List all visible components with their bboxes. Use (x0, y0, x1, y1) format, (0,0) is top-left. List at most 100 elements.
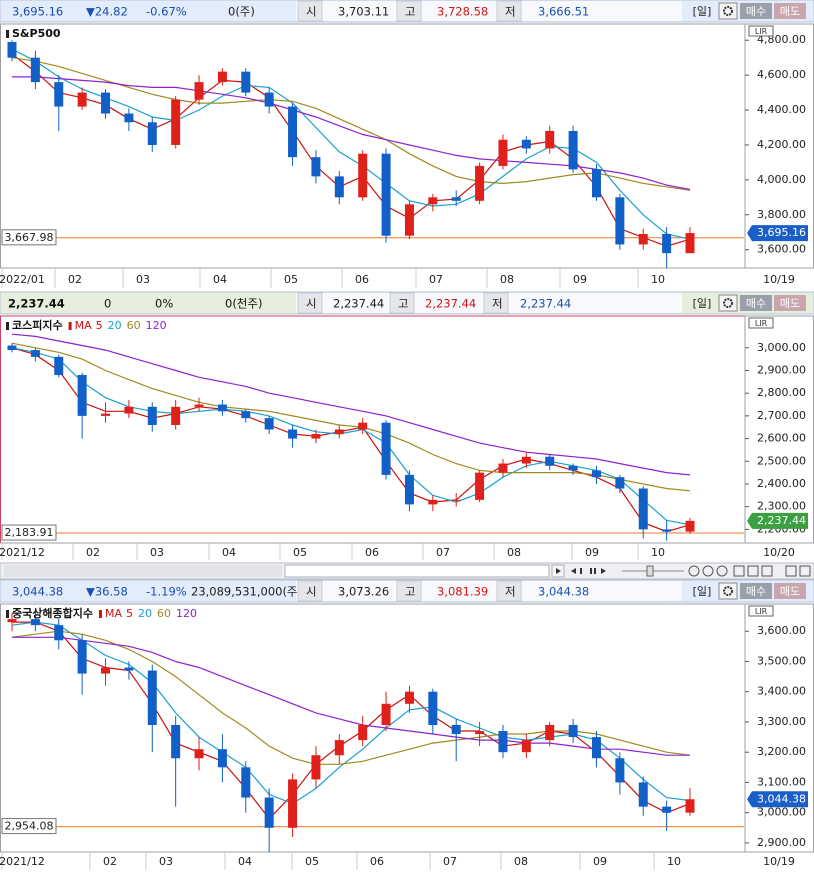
header-change: ▼24.82 (86, 5, 128, 19)
candle-body (264, 797, 274, 828)
zoom-in[interactable] (702, 565, 714, 577)
x-tick-label: 2021/12 (0, 855, 45, 868)
scrollbar[interactable] (0, 562, 814, 580)
header-label-cell (396, 0, 422, 22)
header-label-cell (389, 292, 415, 314)
sell-button-bg[interactable] (774, 295, 806, 311)
sell-button[interactable]: 매도 (780, 585, 800, 598)
candle-body (124, 406, 134, 414)
y-tick-label: 4,600.00 (757, 68, 806, 81)
legend-prefix: MA (105, 607, 122, 620)
tool-icon[interactable] (747, 565, 759, 577)
y-tick-label: 3,200.00 (757, 745, 806, 758)
legend-prefix: MA (75, 319, 92, 332)
candle-body (7, 619, 17, 623)
scale-box-text: LIR (755, 27, 768, 36)
header-high-label: 고 (405, 5, 416, 19)
candle-body (311, 755, 321, 780)
tool-icon[interactable] (799, 565, 811, 577)
candle-body (171, 406, 181, 425)
x-tick-label: 06 (355, 273, 369, 286)
candle-body (77, 92, 87, 107)
x-tick-label: 07 (429, 273, 443, 286)
buy-button-bg[interactable] (740, 295, 772, 311)
y-tick-label: 3,000.00 (757, 806, 806, 819)
chart-title: 코스피지수 (12, 318, 63, 332)
candle-body (288, 106, 298, 158)
y-tick-label: 2,700.00 (757, 409, 806, 422)
candle-body (521, 740, 531, 753)
x-tick-label: 09 (593, 855, 607, 868)
period-button[interactable]: [일] (693, 296, 712, 310)
sell-button-bg[interactable] (774, 583, 806, 599)
candle-body (662, 806, 672, 813)
settings-icon (723, 6, 733, 16)
header-low: 3,044.38 (538, 585, 589, 599)
candle-body (404, 691, 414, 704)
header-label-cell (396, 580, 422, 602)
sell-button[interactable]: 매도 (780, 5, 800, 18)
tool-icon[interactable] (733, 565, 745, 577)
legend-entry: 120 (146, 319, 167, 332)
y-tick-label: 2,900.00 (757, 363, 806, 376)
period-button[interactable]: [일] (693, 4, 712, 18)
sell-button-bg[interactable] (774, 3, 806, 19)
y-tick-label: 3,600.00 (757, 624, 806, 637)
legend-marker (98, 610, 102, 618)
zoom-out[interactable] (688, 565, 700, 577)
candle-body (241, 71, 251, 93)
settings-button[interactable] (718, 294, 738, 312)
buy-button-bg[interactable] (740, 583, 772, 599)
zoom-handle[interactable] (646, 565, 654, 577)
candle-body (334, 740, 344, 756)
y-tick-label: 3,100.00 (757, 775, 806, 788)
header-low-label: 저 (492, 297, 503, 311)
x-tick-label: 05 (305, 855, 319, 868)
settings-button[interactable] (718, 2, 738, 20)
header-close: 3,044.38 (12, 585, 63, 599)
candle-body (358, 422, 368, 430)
candle-body (451, 724, 461, 735)
legend-entry: 20 (138, 607, 152, 620)
last-price-label: 2,237.44 (757, 514, 806, 527)
header-high-label: 고 (405, 585, 416, 599)
candle-body (334, 176, 344, 198)
candle-body (475, 165, 485, 201)
scale-box[interactable] (748, 25, 774, 37)
header-open-label: 시 (306, 585, 317, 599)
x-tick-label: 10 (667, 855, 681, 868)
candle-body (194, 749, 204, 759)
period-button[interactable]: [일] (693, 584, 712, 598)
scale-box[interactable] (748, 317, 774, 329)
tool-icon[interactable] (785, 565, 797, 577)
candle-body (311, 434, 321, 439)
candle-body (264, 92, 274, 107)
buy-button[interactable]: 매수 (746, 585, 766, 598)
reset[interactable] (716, 565, 728, 577)
reference-label: 3,667.98 (1, 229, 57, 246)
y-tick-label: 4,000.00 (757, 173, 806, 186)
candle-body (7, 345, 17, 351)
header-close: 2,237.44 (8, 297, 65, 311)
tool-icon[interactable] (761, 565, 773, 577)
x-tick-label: 09 (573, 273, 587, 286)
buy-button-bg[interactable] (740, 3, 772, 19)
x-tick-label: 08 (500, 273, 514, 286)
header-open: 3,073.26 (338, 585, 389, 599)
settings-button[interactable] (718, 582, 738, 600)
scroll-empty (4, 565, 282, 577)
header-low: 2,237.44 (520, 297, 571, 311)
x-tick-label: 04 (238, 855, 252, 868)
x-tick-label: 06 (365, 546, 379, 559)
scroll-thumb[interactable] (284, 564, 550, 578)
buy-button[interactable]: 매수 (746, 297, 766, 310)
header-pct: -1.19% (146, 585, 187, 599)
buy-button[interactable]: 매수 (746, 5, 766, 18)
y-tick-label: 2,800.00 (757, 386, 806, 399)
scale-box[interactable] (748, 605, 774, 617)
candle-body (498, 463, 508, 473)
candle-body (381, 422, 391, 475)
header-label-cell (297, 0, 323, 22)
x-tick-label: 10/20 (763, 546, 795, 559)
sell-button[interactable]: 매도 (780, 297, 800, 310)
